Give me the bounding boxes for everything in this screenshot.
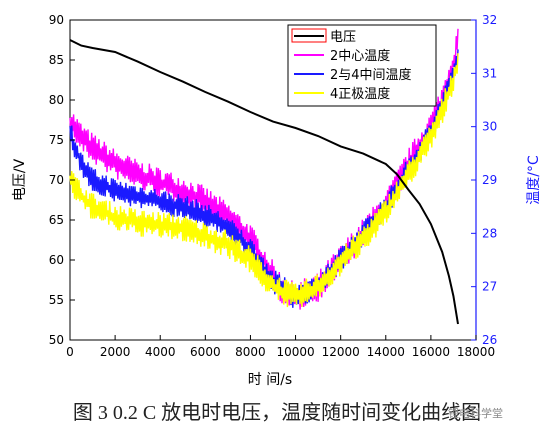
x-tick-label: 18000 — [457, 345, 495, 359]
x-tick-label: 4000 — [145, 345, 176, 359]
legend-label-voltage: 电压 — [330, 30, 356, 45]
y-right-tick-label: 31 — [482, 66, 497, 80]
watermark: 锂电科学堂 — [448, 407, 503, 420]
ticks-layer: 0 2000 4000 6000 8000 10000 12000 14000 16000 180… — [49, 13, 498, 359]
x-tick-label: 10000 — [276, 345, 314, 359]
x-tick-label: 2000 — [100, 345, 131, 359]
series-layer — [69, 28, 459, 325]
x-tick-label: 16000 — [412, 345, 450, 359]
legend-highlight — [291, 28, 327, 43]
figure-caption: 图 3 0.2 C 放电时电压，温度随时间变化曲线图 — [72, 402, 482, 424]
legend: 电压 2中心温度 2与4中间温度 4正极温度 — [287, 24, 437, 107]
y-right-tick-label: 26 — [482, 333, 497, 347]
y-right-tick-label: 27 — [482, 280, 497, 294]
legend-label-cathode-temp: 4正极温度 — [330, 86, 390, 102]
y-left-tick-label: 90 — [49, 13, 64, 27]
y-left-tick-label: 80 — [49, 93, 64, 107]
y-left-tick-label: 60 — [49, 253, 64, 267]
x-tick-label: 0 — [66, 345, 74, 359]
series-line-0 — [69, 39, 459, 325]
legend-label-mid-temp: 2与4中间温度 — [330, 67, 412, 83]
y-right-tick-label: 32 — [482, 13, 497, 27]
x-tick-label: 12000 — [322, 345, 360, 359]
x-tick-label: 8000 — [235, 345, 266, 359]
legend-label-center-temp: 2中心温度 — [330, 48, 390, 64]
y-left-tick-label: 85 — [49, 53, 64, 67]
y-axis-right-title: 温度/°C — [526, 155, 542, 205]
series-line-3 — [69, 53, 459, 308]
y-axis-left-title: 电压/V — [12, 158, 28, 201]
y-left-tick-label: 55 — [49, 293, 64, 307]
x-axis-title: 时 间/s — [248, 372, 292, 388]
y-left-tick-label: 75 — [49, 133, 64, 147]
y-left-tick-label: 50 — [49, 333, 64, 347]
x-tick-label: 6000 — [190, 345, 221, 359]
y-right-tick-label: 29 — [482, 173, 497, 187]
y-right-tick-label: 30 — [482, 120, 497, 134]
y-left-tick-label: 70 — [49, 173, 64, 187]
x-tick-label: 14000 — [367, 345, 405, 359]
y-left-tick-label: 65 — [49, 213, 64, 227]
y-right-tick-label: 28 — [482, 226, 497, 240]
chart-svg: 0 2000 4000 6000 8000 10000 12000 14000 16000 180… — [12, 13, 542, 388]
